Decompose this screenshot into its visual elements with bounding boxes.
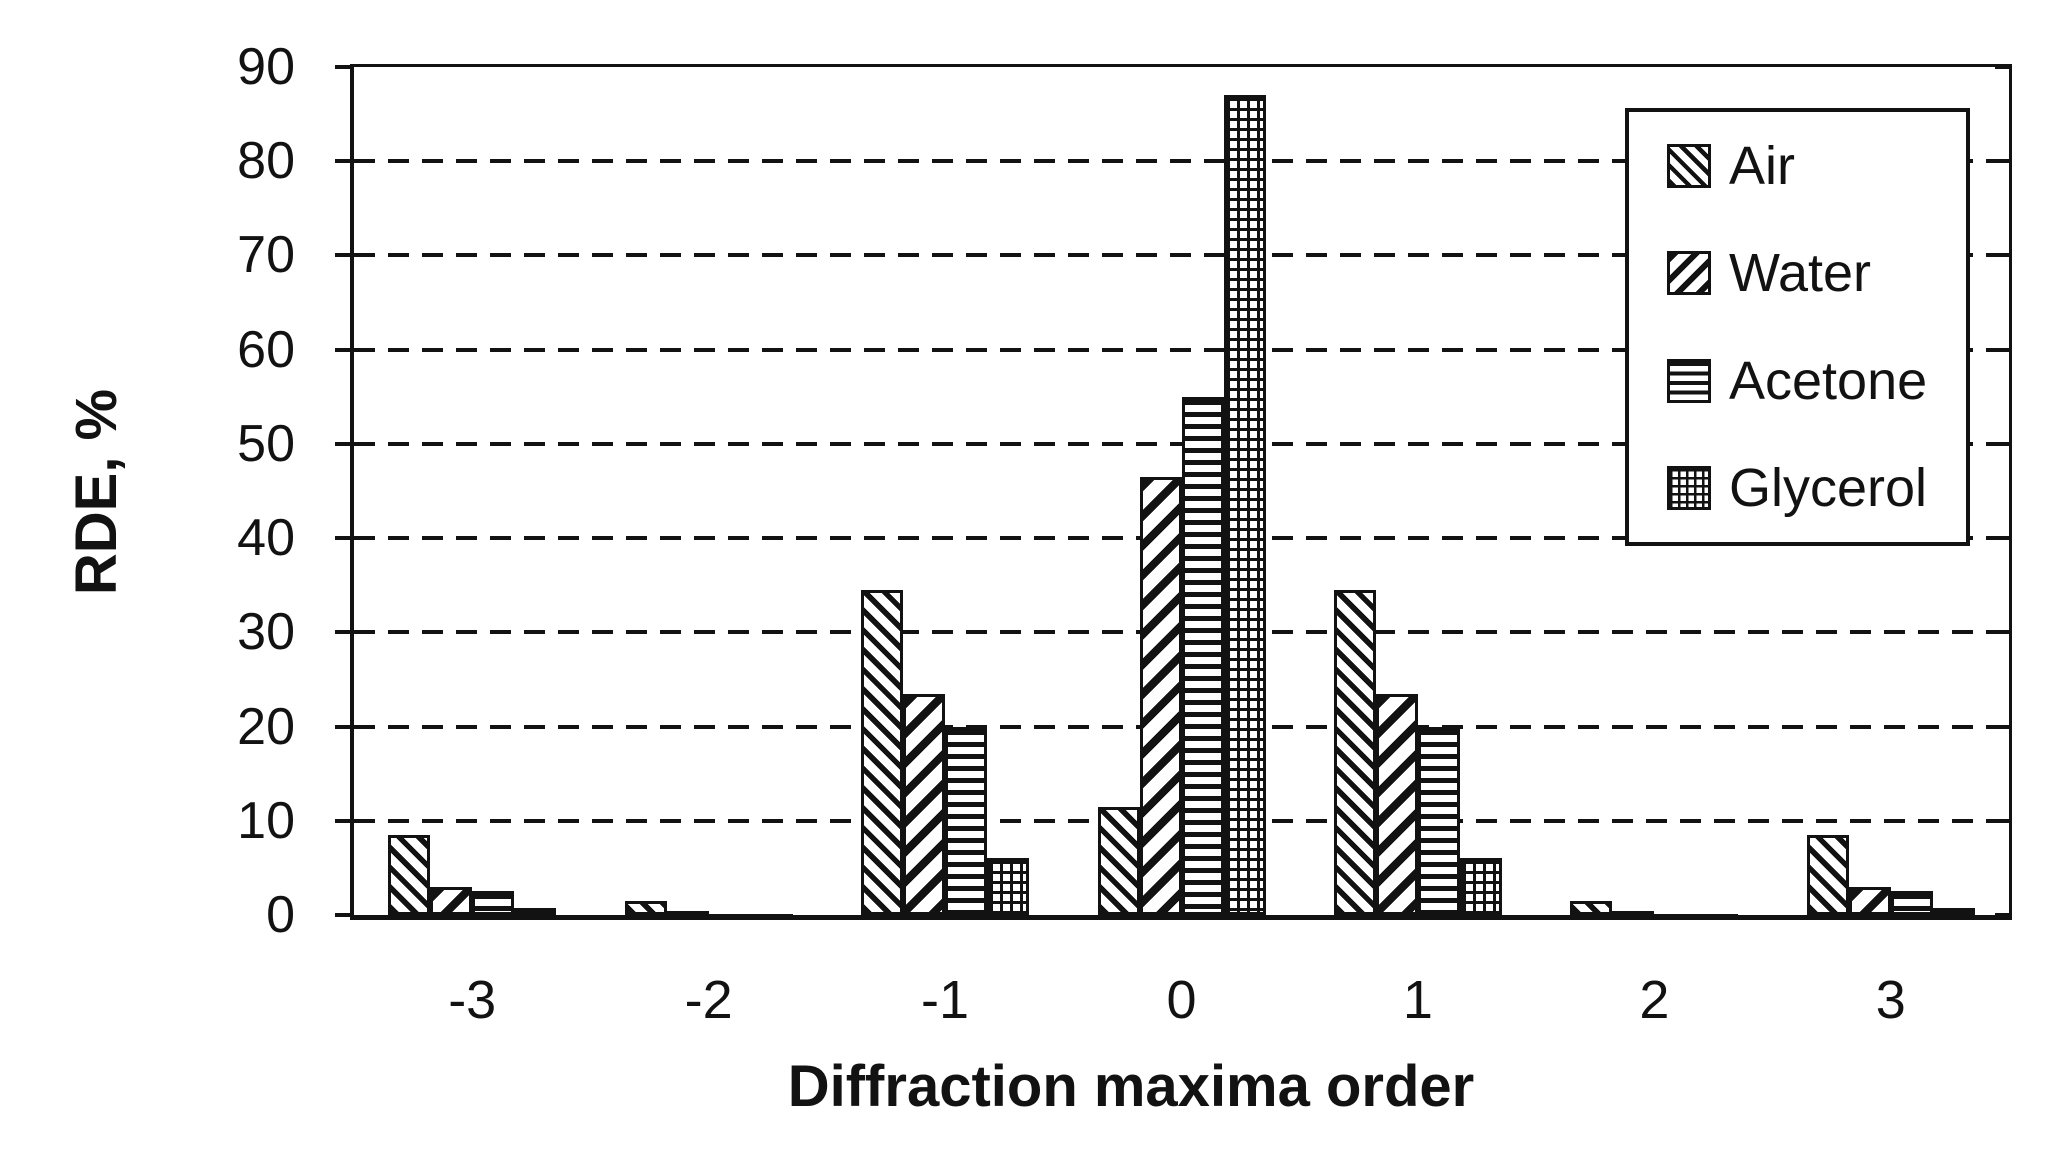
bar-water-order2 <box>1612 911 1655 915</box>
gridline-80 <box>354 159 2009 164</box>
bar-glycerol-order2 <box>1696 914 1739 915</box>
y-tick-label-80: 80 <box>237 132 295 191</box>
bar-acetone-order1 <box>1417 726 1460 915</box>
gridline-60 <box>354 347 2009 352</box>
y-tick-mark-right-80 <box>1995 159 2012 164</box>
y-tick-mark-right-10 <box>1995 818 2012 823</box>
bar-air-order1 <box>1333 589 1376 915</box>
legend-swatch-acetone-pattern-icon <box>1667 358 1711 403</box>
bar-glycerol-order3 <box>1932 908 1975 915</box>
y-tick-mark-right-30 <box>1995 630 2012 635</box>
y-tick-mark-left-60 <box>335 347 350 352</box>
y-tick-mark-left-20 <box>335 724 350 729</box>
bar-acetone-order0 <box>1181 396 1224 915</box>
bar-air-order-3 <box>388 834 431 915</box>
bar-glycerol-order-3 <box>514 908 557 915</box>
x-tick-label--2: -2 <box>684 970 733 1030</box>
y-tick-label-70: 70 <box>237 226 295 285</box>
y-tick-mark-left-40 <box>335 536 350 541</box>
bar-acetone-order-1 <box>945 726 988 915</box>
bar-glycerol-order-2 <box>750 914 793 915</box>
y-tick-label-50: 50 <box>237 414 295 473</box>
legend-label-water: Water <box>1729 243 1872 304</box>
y-tick-mark-left-70 <box>335 253 350 258</box>
y-tick-mark-right-60 <box>1995 347 2012 352</box>
legend-item-air: Air <box>1667 137 1966 195</box>
bar-acetone-order-3 <box>472 891 515 915</box>
bar-glycerol-order1 <box>1459 858 1502 915</box>
bar-water-order0 <box>1139 476 1182 915</box>
legend-label-air: Air <box>1729 135 1795 196</box>
bar-air-order-2 <box>624 900 667 915</box>
bar-water-order1 <box>1375 693 1418 915</box>
y-tick-label-10: 10 <box>237 791 295 850</box>
bar-water-order-2 <box>666 911 709 915</box>
bar-glycerol-order-1 <box>987 858 1030 915</box>
legend-box: Air Water Acetone Glycerol <box>1625 108 1970 546</box>
legend-swatch-air-pattern-icon <box>1667 143 1711 188</box>
plot-inner-area <box>335 65 2012 917</box>
bar-air-order0 <box>1097 806 1140 915</box>
legend-label-glycerol: Glycerol <box>1729 458 1928 519</box>
legend-label-acetone: Acetone <box>1729 350 1928 411</box>
bar-acetone-order3 <box>1890 891 1933 915</box>
bar-air-order-1 <box>861 589 904 915</box>
y-tick-label-60: 60 <box>237 320 295 379</box>
y-tick-mark-left-50 <box>335 441 350 446</box>
y-tick-mark-right-0 <box>1995 913 2012 917</box>
bar-acetone-order2 <box>1654 913 1697 915</box>
legend-item-glycerol: Glycerol <box>1667 459 1966 517</box>
legend-swatch-glycerol-pattern-icon <box>1667 466 1711 511</box>
y-tick-label-20: 20 <box>237 697 295 756</box>
y-tick-label-40: 40 <box>237 509 295 568</box>
y-tick-mark-right-70 <box>1995 253 2012 258</box>
y-tick-mark-right-50 <box>1995 441 2012 446</box>
gridline-70 <box>354 253 2009 258</box>
bar-air-order3 <box>1806 834 1849 915</box>
bar-water-order-1 <box>903 693 946 915</box>
y-tick-mark-left-80 <box>335 159 350 164</box>
y-tick-mark-right-20 <box>1995 724 2012 729</box>
y-tick-label-0: 0 <box>266 886 295 944</box>
x-tick-label-2: 2 <box>1639 970 1670 1030</box>
legend-item-water: Water <box>1667 244 1966 302</box>
legend-item-acetone: Acetone <box>1667 352 1966 410</box>
y-tick-mark-left-30 <box>335 630 350 635</box>
bar-glycerol-order0 <box>1223 95 1266 915</box>
legend-swatch-water-pattern-icon <box>1667 251 1711 296</box>
y-tick-mark-right-40 <box>1995 536 2012 541</box>
x-tick-label-0: 0 <box>1166 970 1197 1030</box>
y-tick-mark-right-90 <box>1995 65 2012 69</box>
x-tick-label-1: 1 <box>1402 970 1433 1030</box>
x-tick-label--1: -1 <box>921 970 970 1030</box>
y-tick-mark-left-10 <box>335 818 350 823</box>
bar-acetone-order-2 <box>708 913 751 915</box>
x-tick-label-3: 3 <box>1875 970 1906 1030</box>
x-axis-title: Diffraction maxima order <box>787 1054 1475 1119</box>
x-tick-label--3: -3 <box>448 970 497 1030</box>
y-tick-label-30: 30 <box>237 603 295 662</box>
y-tick-mark-left-0 <box>335 913 350 917</box>
bar-water-order3 <box>1848 886 1891 915</box>
bar-air-order2 <box>1570 900 1613 915</box>
bar-water-order-3 <box>430 886 473 915</box>
y-tick-label-90: 90 <box>237 38 295 96</box>
y-tick-mark-left-90 <box>335 65 350 69</box>
